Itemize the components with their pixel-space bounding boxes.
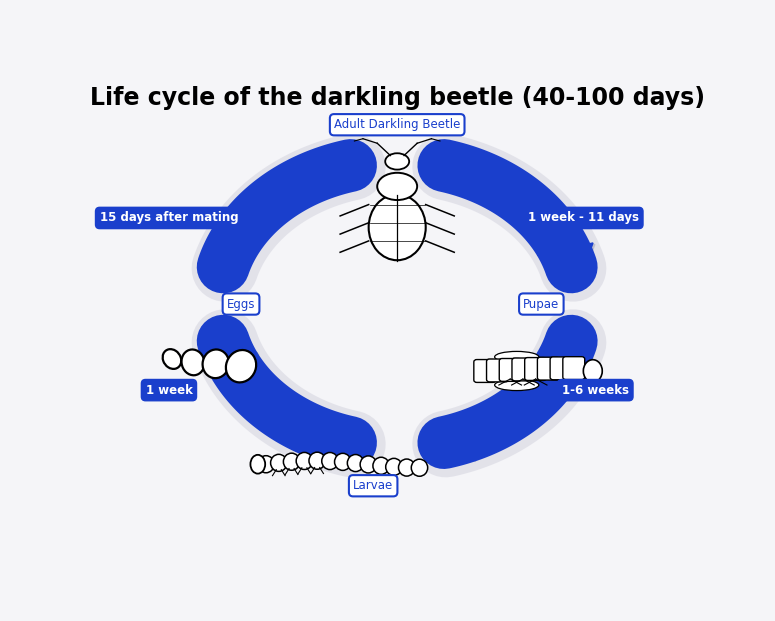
Ellipse shape (494, 379, 539, 391)
Polygon shape (202, 323, 257, 365)
Ellipse shape (163, 349, 181, 369)
Polygon shape (321, 148, 374, 193)
Ellipse shape (250, 455, 265, 474)
FancyBboxPatch shape (537, 357, 560, 380)
Ellipse shape (309, 452, 326, 469)
Text: Pupae: Pupae (523, 297, 560, 310)
Ellipse shape (584, 360, 602, 383)
Text: 15 days after mating: 15 days after mating (100, 212, 238, 224)
Ellipse shape (398, 459, 415, 476)
Polygon shape (537, 243, 593, 285)
FancyBboxPatch shape (563, 356, 584, 379)
FancyBboxPatch shape (499, 358, 521, 381)
FancyBboxPatch shape (525, 358, 546, 381)
Polygon shape (421, 415, 474, 460)
Text: 1 week - 11 days: 1 week - 11 days (528, 212, 639, 224)
Ellipse shape (412, 459, 428, 476)
FancyBboxPatch shape (512, 358, 534, 381)
Ellipse shape (386, 458, 402, 476)
Ellipse shape (202, 350, 229, 378)
Ellipse shape (360, 456, 377, 473)
Text: Larvae: Larvae (353, 479, 393, 492)
Text: 1 week: 1 week (146, 384, 192, 397)
Ellipse shape (284, 453, 300, 470)
Ellipse shape (270, 455, 287, 471)
FancyBboxPatch shape (487, 359, 508, 382)
Text: 1-6 weeks: 1-6 weeks (562, 384, 629, 397)
Ellipse shape (373, 457, 389, 474)
Ellipse shape (369, 194, 425, 260)
Ellipse shape (347, 455, 363, 471)
FancyBboxPatch shape (550, 357, 572, 380)
Ellipse shape (296, 453, 312, 469)
Ellipse shape (385, 153, 409, 170)
Ellipse shape (258, 456, 274, 473)
Ellipse shape (494, 351, 539, 363)
Ellipse shape (181, 350, 205, 375)
Ellipse shape (226, 350, 257, 383)
Polygon shape (539, 245, 595, 286)
FancyBboxPatch shape (474, 360, 496, 383)
Ellipse shape (377, 173, 417, 200)
Polygon shape (322, 150, 375, 194)
Ellipse shape (335, 453, 351, 470)
Polygon shape (423, 417, 476, 461)
Ellipse shape (322, 453, 338, 469)
Text: Life cycle of the darkling beetle (40-100 days): Life cycle of the darkling beetle (40-10… (90, 86, 704, 111)
Polygon shape (203, 325, 259, 366)
Text: Eggs: Eggs (227, 297, 255, 310)
Text: Adult Darkling Beetle: Adult Darkling Beetle (334, 118, 460, 131)
